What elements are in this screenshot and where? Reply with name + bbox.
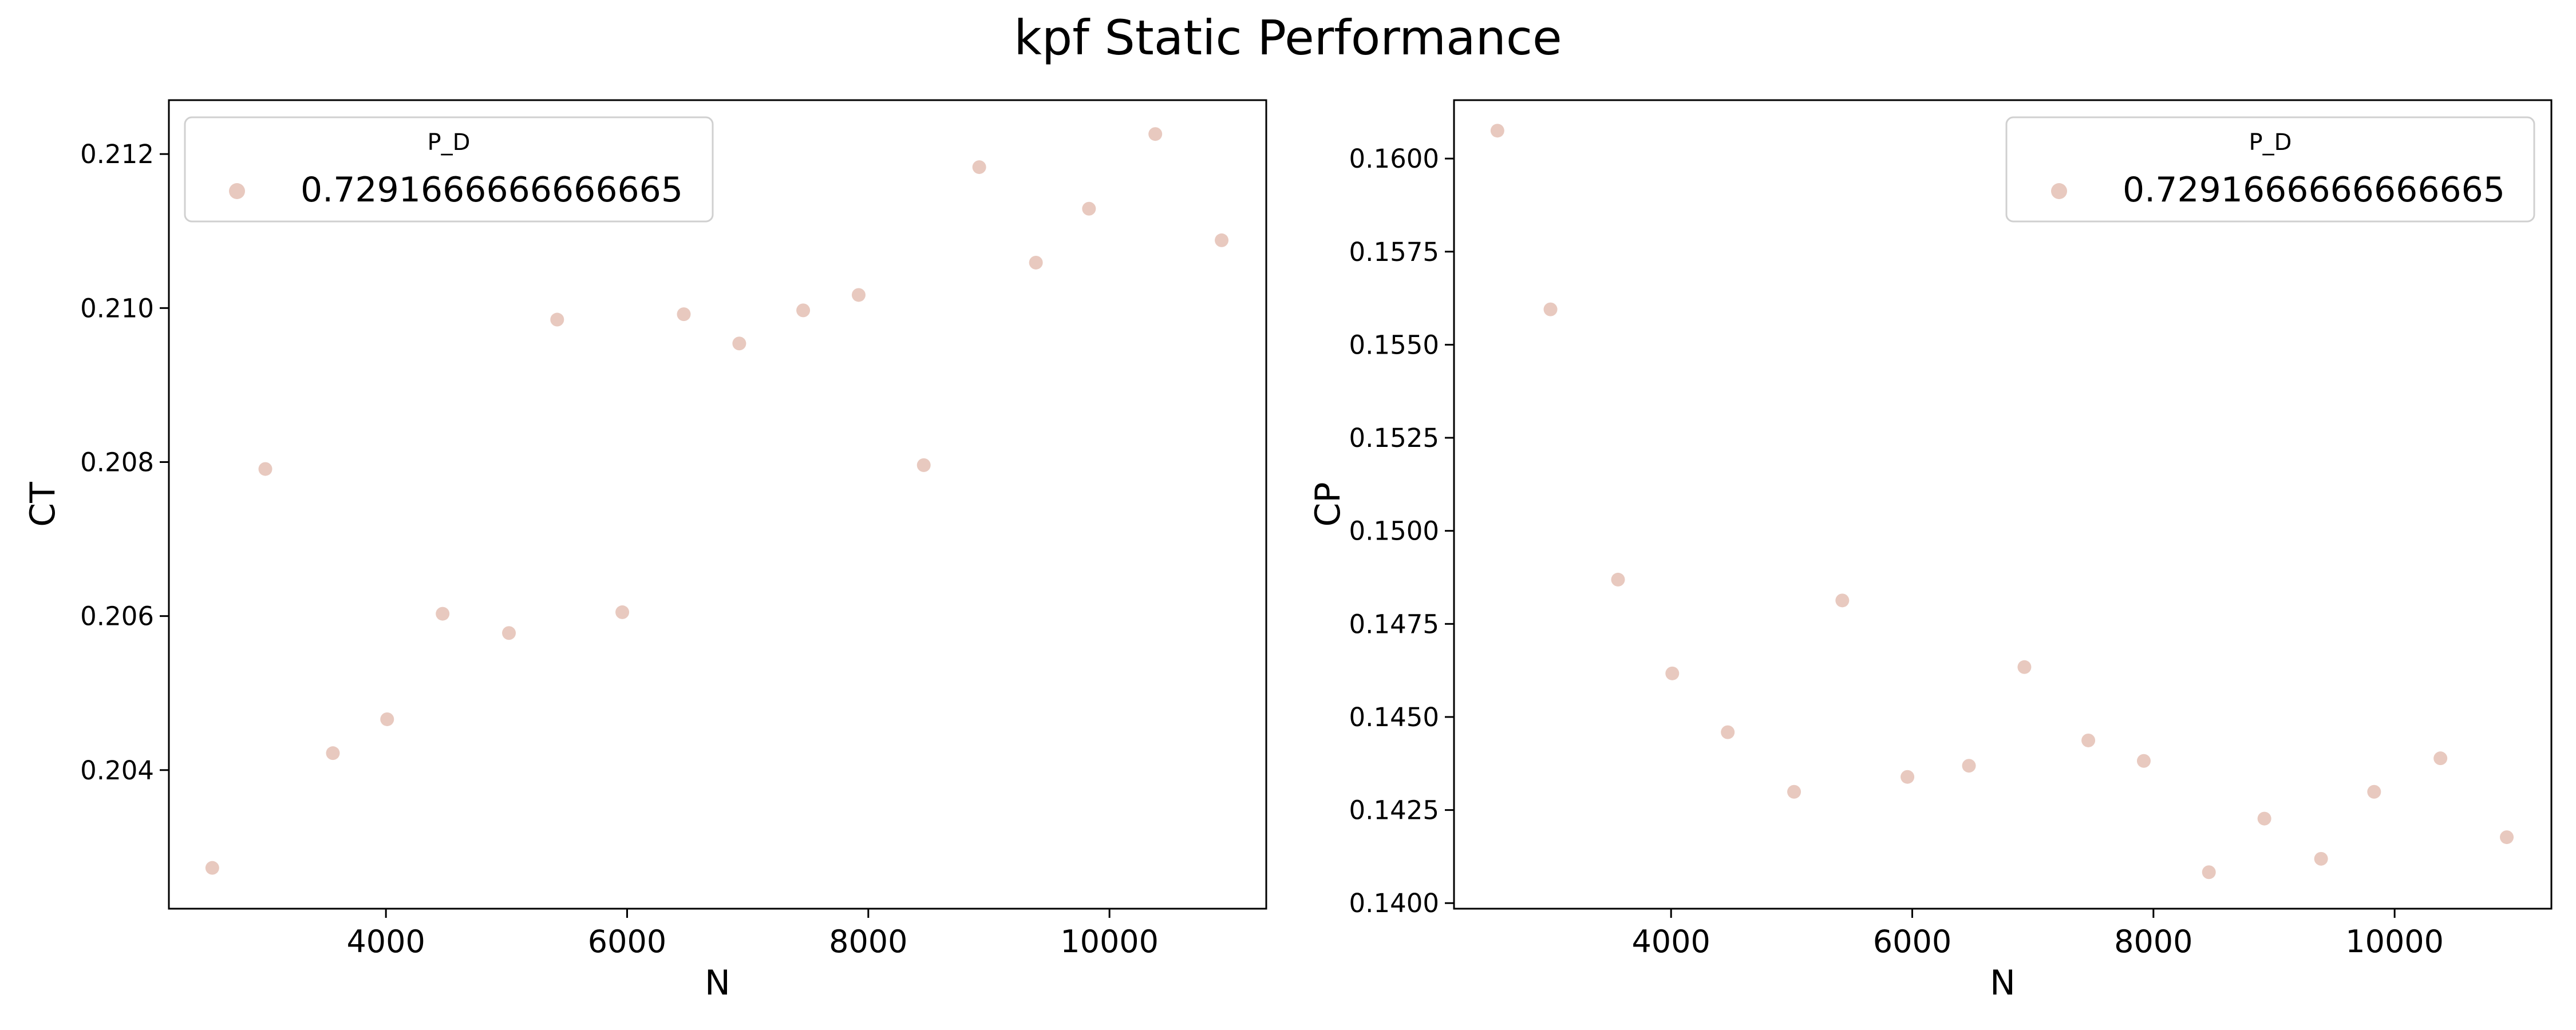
ct-data-point bbox=[258, 462, 272, 476]
cp-x-tick-label: 10000 bbox=[2345, 924, 2444, 960]
ct-data-point bbox=[732, 336, 746, 351]
ct-legend-title: P_D bbox=[428, 129, 471, 156]
cp-data-point bbox=[2136, 754, 2151, 768]
cp-y-tick-label: 0.1525 bbox=[1349, 423, 1439, 453]
cp-data-point bbox=[1611, 572, 1625, 587]
ct-data-point bbox=[502, 626, 516, 640]
ct-data-point bbox=[615, 605, 630, 619]
ct-data-point bbox=[1148, 127, 1163, 141]
cp-points bbox=[1490, 124, 2514, 880]
ct-y-ticks: 0.204 0.206 0.208 0.210 0.212 bbox=[80, 139, 169, 786]
ct-data-point bbox=[326, 746, 340, 760]
cp-data-point bbox=[1665, 666, 1680, 680]
ct-data-point bbox=[550, 312, 564, 327]
cp-x-axis-label: N bbox=[1990, 963, 2016, 1003]
ct-y-axis-label: CT bbox=[23, 482, 63, 527]
cp-legend-box bbox=[2005, 116, 2535, 223]
ct-data-point bbox=[1215, 233, 1229, 247]
ct-points bbox=[205, 127, 1229, 875]
ct-y-tick-label: 0.208 bbox=[80, 447, 154, 477]
cp-data-point bbox=[1835, 593, 1850, 608]
ct-data-point bbox=[380, 712, 394, 726]
cp-data-point bbox=[1721, 725, 1735, 739]
cp-y-tick-label: 0.1475 bbox=[1349, 609, 1439, 639]
ct-y-tick-label: 0.206 bbox=[80, 601, 154, 632]
ct-x-tick-label: 6000 bbox=[588, 924, 666, 960]
cp-legend: P_D 0.7291666666666665 bbox=[2005, 116, 2535, 223]
ct-data-point bbox=[916, 458, 931, 472]
ct-x-tick-label: 4000 bbox=[346, 924, 425, 960]
cp-x-tick-label: 4000 bbox=[1631, 924, 1710, 960]
ct-y-tick-label: 0.204 bbox=[80, 755, 154, 786]
cp-data-point bbox=[2433, 751, 2448, 766]
ct-legend-entry: 0.7291666666666665 bbox=[301, 170, 683, 210]
cp-y-tick-label: 0.1425 bbox=[1349, 795, 1439, 826]
cp-data-point bbox=[1490, 124, 1504, 138]
ct-data-point bbox=[436, 607, 450, 621]
cp-data-point bbox=[2017, 660, 2032, 674]
ct-legend-box bbox=[184, 116, 714, 223]
ct-y-tick-label: 0.210 bbox=[80, 293, 154, 323]
ct-y-tick-label: 0.212 bbox=[80, 139, 154, 169]
cp-y-tick-label: 0.1600 bbox=[1349, 144, 1439, 174]
ct-data-point bbox=[1029, 255, 1043, 270]
cp-y-tick-label: 0.1450 bbox=[1349, 702, 1439, 732]
ct-x-tick-label: 8000 bbox=[829, 924, 907, 960]
cp-x-tick-label: 6000 bbox=[1873, 924, 1951, 960]
cp-y-tick-label: 0.1550 bbox=[1349, 330, 1439, 360]
cp-y-tick-label: 0.1500 bbox=[1349, 516, 1439, 546]
cp-data-point bbox=[2500, 830, 2514, 845]
ct-x-axis-label: N bbox=[705, 963, 730, 1003]
cp-y-axis-label: CP bbox=[1308, 482, 1348, 526]
cp-data-point bbox=[1787, 785, 1801, 799]
cp-data-point bbox=[2367, 785, 2381, 799]
cp-axes-frame bbox=[1453, 99, 2553, 910]
cp-y-tick-label: 0.1575 bbox=[1349, 237, 1439, 267]
chart-cp: 4000 6000 8000 10000 0.14000.14250.14500.14… bbox=[1308, 99, 2553, 1003]
ct-x-ticks: 4000 6000 8000 10000 bbox=[346, 909, 1159, 960]
ct-axes-frame bbox=[168, 99, 1267, 910]
cp-data-point bbox=[2202, 865, 2216, 880]
cp-legend-marker bbox=[2051, 183, 2067, 199]
chart-ct: 4000 6000 8000 10000 0.2040.2060.2080.2100.… bbox=[23, 99, 1267, 1003]
ct-data-point bbox=[796, 303, 811, 318]
cp-data-point bbox=[1543, 302, 1558, 316]
cp-data-point bbox=[2314, 851, 2328, 866]
cp-data-point bbox=[2081, 733, 2096, 747]
ct-data-point bbox=[677, 307, 691, 322]
ct-data-point bbox=[1082, 201, 1096, 216]
cp-data-point bbox=[2257, 811, 2271, 826]
cp-x-tick-label: 8000 bbox=[2114, 924, 2192, 960]
cp-legend-entry: 0.7291666666666665 bbox=[2123, 170, 2505, 210]
cp-data-point bbox=[1901, 770, 1915, 784]
cp-y-ticks: 0.1400 0.1425 0.1450 0.1475 0.1500 0.1525 0.15… bbox=[1349, 144, 1454, 918]
ct-data-point bbox=[851, 288, 866, 302]
ct-legend-marker bbox=[229, 183, 245, 199]
ct-data-point bbox=[972, 160, 986, 175]
ct-data-point bbox=[205, 861, 219, 875]
figure-title: kpf Static Performance bbox=[1014, 10, 1562, 66]
ct-legend: P_D 0.7291666666666665 bbox=[184, 116, 714, 223]
cp-x-ticks: 4000 6000 8000 10000 bbox=[1631, 909, 2444, 960]
cp-data-point bbox=[1962, 759, 1976, 773]
ct-x-tick-label: 10000 bbox=[1060, 924, 1159, 960]
cp-y-tick-label: 0.1400 bbox=[1349, 888, 1439, 918]
cp-legend-title: P_D bbox=[2249, 129, 2292, 156]
